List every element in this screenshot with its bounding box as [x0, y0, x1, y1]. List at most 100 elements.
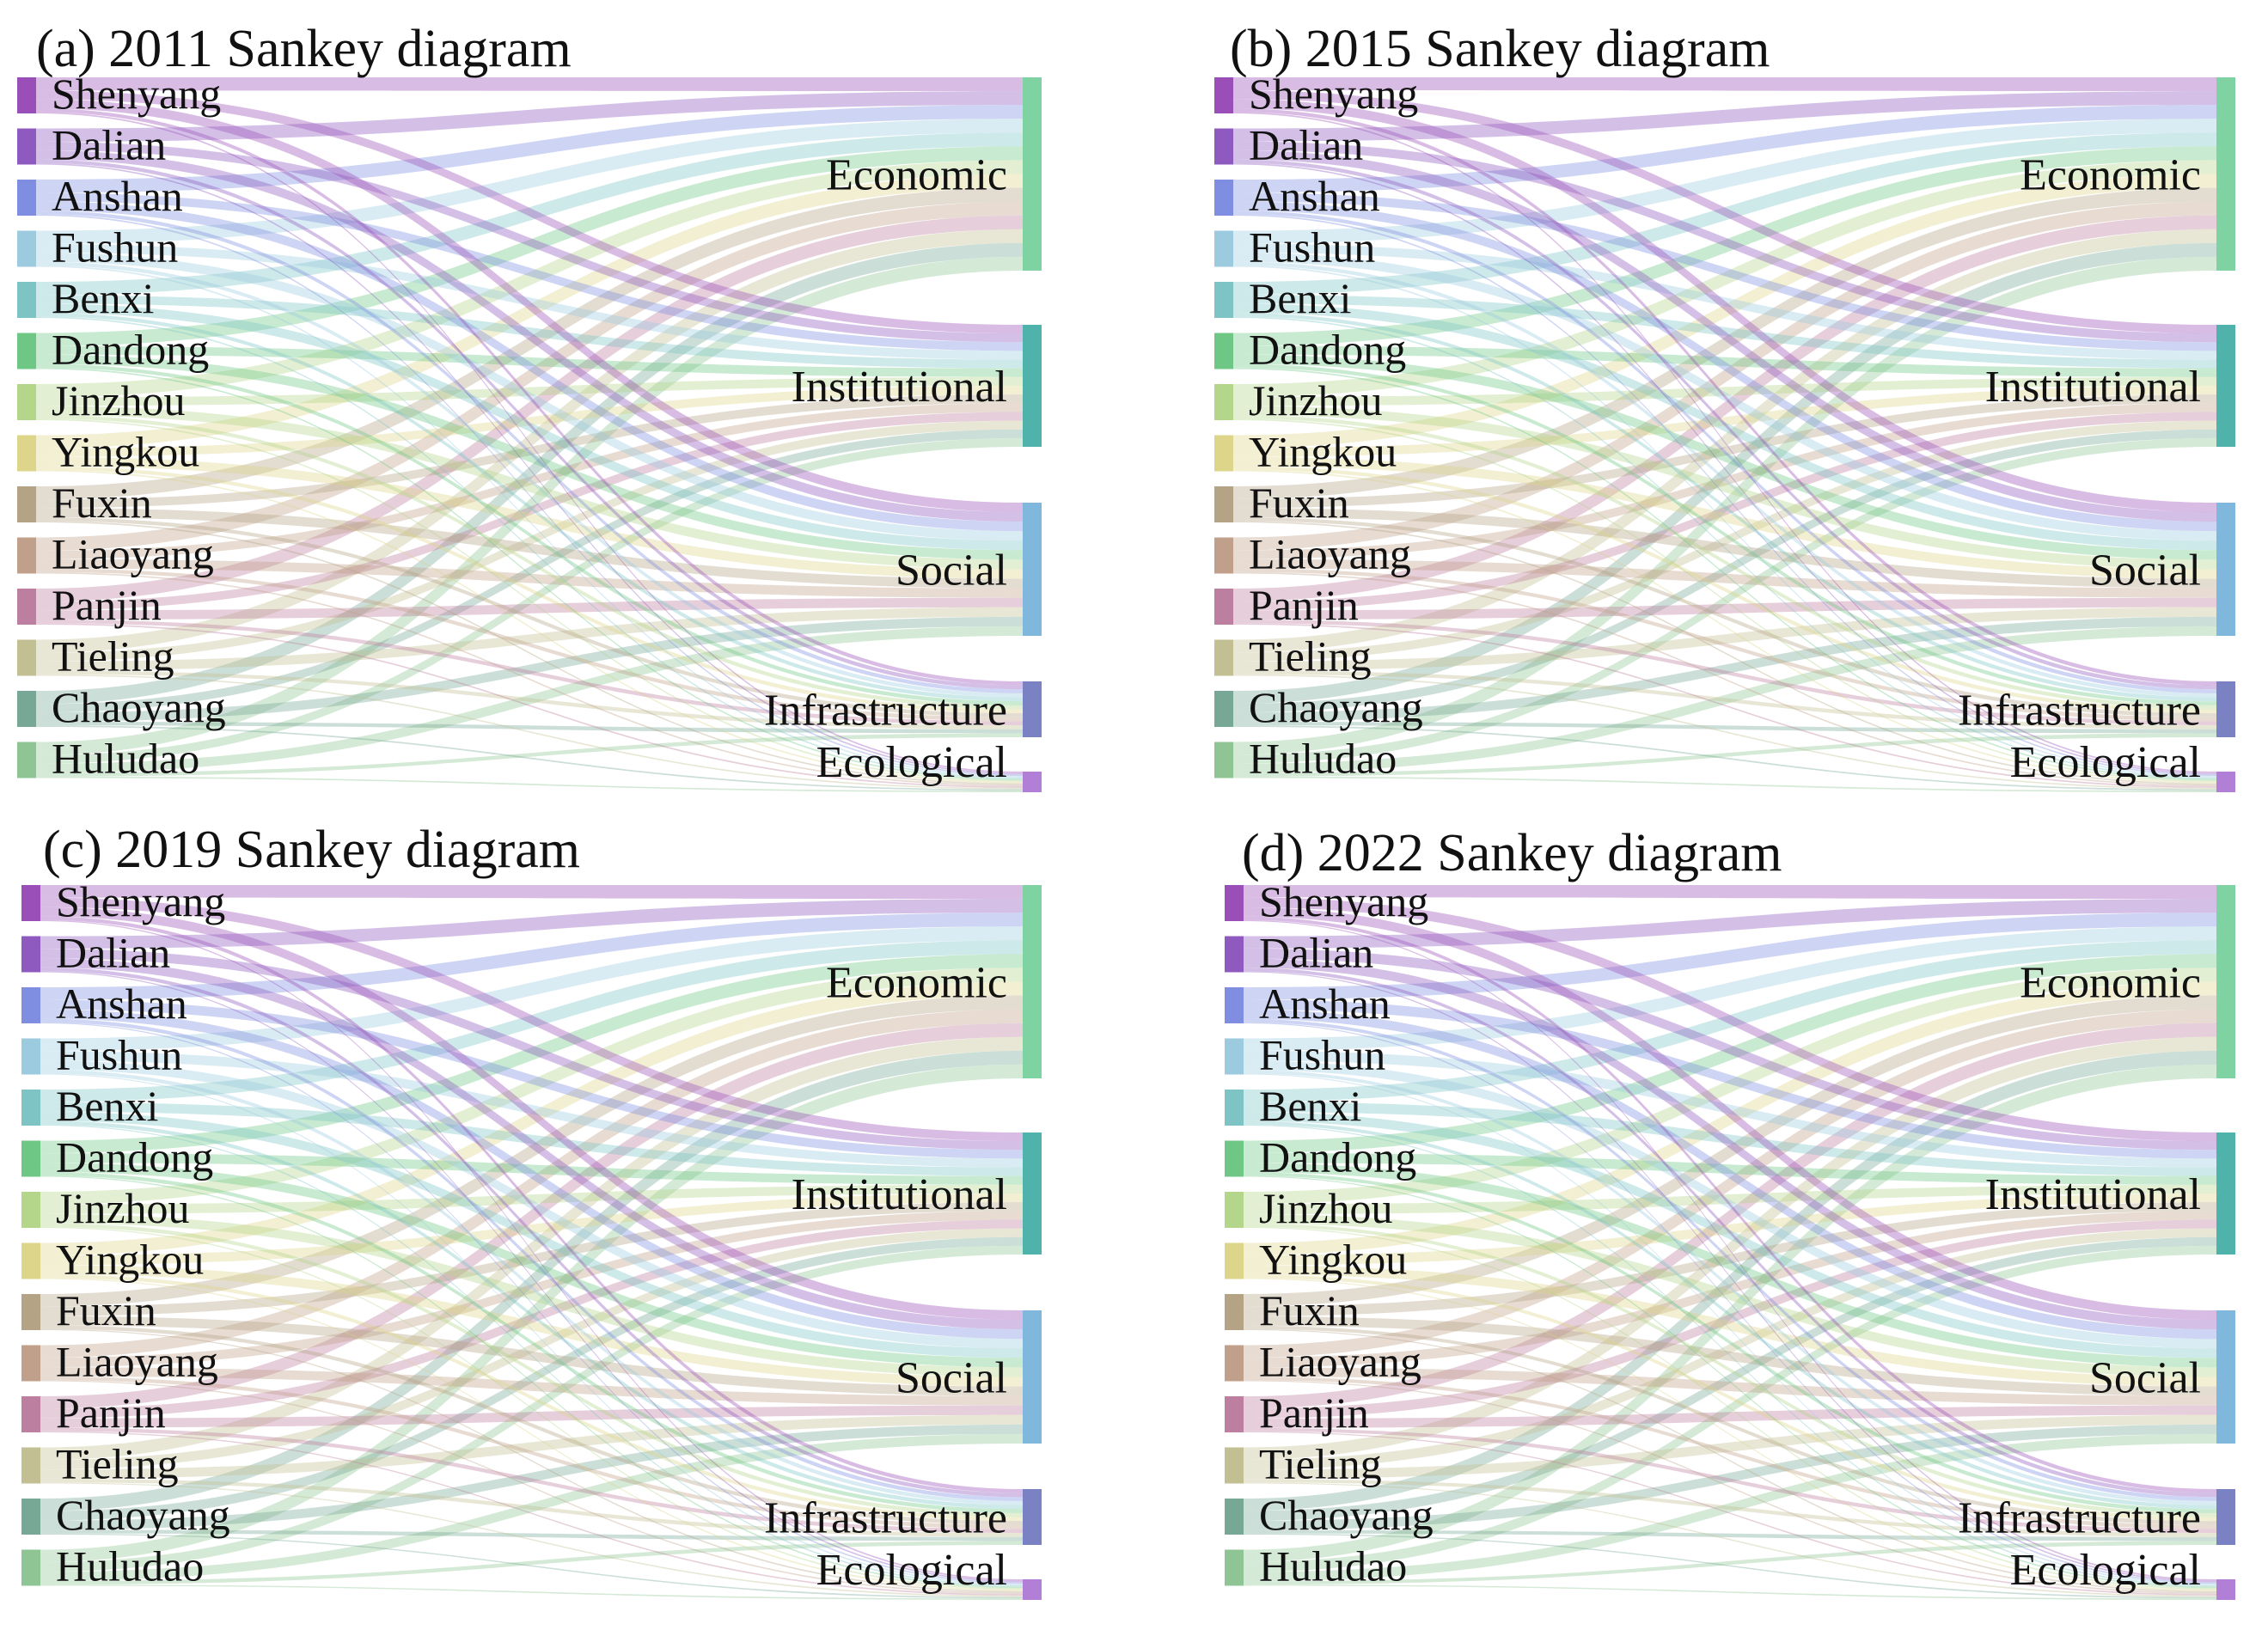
source-label-benxi: Benxi — [52, 274, 154, 322]
flow-tieling-to-social — [40, 1414, 1023, 1479]
flow-chaoyang-to-infrastructure — [1233, 722, 2216, 734]
flow-dalian-to-infrastructure — [1244, 968, 2216, 1498]
flow-dalian-to-social — [40, 958, 1023, 1330]
flow-fushun-to-infrastructure — [1244, 1070, 2216, 1505]
flow-panjin-to-ecological — [1244, 1431, 2216, 1596]
flow-liaoyang-to-social — [1233, 559, 2216, 598]
flow-panjin-to-economic — [36, 215, 1023, 602]
flow-liaoyang-to-infrastructure — [1244, 1377, 2216, 1529]
flow-liaoyang-to-infrastructure — [1233, 568, 2216, 722]
source-node-dalian — [1214, 128, 1233, 165]
flow-panjin-to-social — [1233, 597, 2216, 620]
flow-jinzhou-to-social — [1233, 406, 2216, 570]
source-label-jinzhou: Jinzhou — [1259, 1184, 1393, 1232]
flow-dandong-to-economic — [1244, 954, 2216, 1153]
flow-jinzhou-to-institutional — [1233, 376, 2216, 406]
flow-fushun-to-ecological — [40, 1073, 1023, 1585]
target-node-infrastructure — [2216, 1489, 2235, 1545]
flow-panjin-to-social — [1244, 1405, 2216, 1428]
source-label-dandong: Dandong — [1249, 326, 1406, 374]
flow-anshan-to-infrastructure — [40, 1018, 1023, 1501]
flow-shenyang-to-infrastructure — [1244, 916, 2216, 1493]
source-node-panjin — [1225, 1396, 1244, 1432]
flow-tieling-to-institutional — [1233, 420, 2216, 662]
flow-dandong-to-institutional — [1233, 345, 2216, 377]
flow-benxi-to-infrastructure — [1244, 1120, 2216, 1510]
flow-liaoyang-to-infrastructure — [36, 568, 1023, 722]
flow-fushun-to-social — [40, 1060, 1023, 1349]
target-node-ecological — [1023, 772, 1042, 792]
flow-chaoyang-to-economic — [1244, 1050, 2216, 1511]
flow-chaoyang-to-infrastructure — [1244, 1529, 2216, 1541]
flow-anshan-to-economic — [1233, 105, 2216, 192]
flow-benxi-to-institutional — [1244, 1102, 2216, 1176]
source-label-liaoyang: Liaoyang — [52, 530, 214, 578]
flow-yingkou-to-social — [1244, 1265, 2216, 1387]
target-label-infrastructure: Infrastructure — [764, 1494, 1007, 1543]
flow-panjin-to-social — [40, 1405, 1023, 1428]
flow-dalian-to-infrastructure — [40, 967, 1023, 1498]
flow-dandong-to-infrastructure — [40, 1171, 1023, 1513]
source-label-anshan: Anshan — [56, 980, 187, 1028]
flow-tieling-to-ecological — [1244, 1482, 2216, 1597]
flow-dalian-to-institutional — [1233, 141, 2216, 343]
flow-tieling-to-institutional — [40, 1228, 1023, 1470]
panel-title: (d) 2022 Sankey diagram — [1242, 824, 1782, 882]
source-node-huludao — [17, 742, 36, 778]
source-node-dandong — [21, 1140, 40, 1177]
flow-anshan-to-economic — [1244, 913, 2216, 1000]
target-label-infrastructure: Infrastructure — [1958, 687, 2201, 736]
flow-benxi-to-economic — [36, 132, 1023, 296]
flow-jinzhou-to-economic — [40, 968, 1023, 1205]
source-node-shenyang — [1225, 885, 1244, 921]
flow-dandong-to-institutional — [40, 1153, 1023, 1185]
source-node-jinzhou — [1225, 1192, 1244, 1228]
flow-anshan-to-ecological — [36, 214, 1023, 777]
flow-tieling-to-institutional — [1244, 1228, 2216, 1470]
target-label-institutional: Institutional — [792, 1170, 1007, 1219]
source-node-shenyang — [1214, 77, 1233, 113]
flow-benxi-to-social — [1233, 303, 2216, 551]
target-node-infrastructure — [1023, 1489, 1042, 1545]
flow-jinzhou-to-infrastructure — [36, 415, 1023, 710]
source-node-fushun — [1214, 230, 1233, 267]
source-node-fushun — [17, 230, 36, 267]
flow-yingkou-to-infrastructure — [40, 1273, 1023, 1522]
flow-dalian-to-economic — [36, 91, 1023, 142]
source-node-panjin — [21, 1396, 40, 1432]
flow-tieling-to-ecological — [1233, 674, 2216, 790]
flow-shenyang-to-social — [1233, 99, 2216, 513]
source-label-chaoyang: Chaoyang — [56, 1491, 230, 1539]
flow-shenyang-to-economic — [1233, 77, 2216, 92]
flow-fuxin-to-economic — [36, 187, 1023, 500]
flow-huludao-to-institutional — [40, 1245, 1023, 1572]
flow-fushun-to-institutional — [36, 243, 1023, 360]
flow-anshan-to-ecological — [1244, 1022, 2216, 1584]
flow-anshan-to-economic — [36, 105, 1023, 193]
flow-liaoyang-to-infrastructure — [40, 1376, 1023, 1529]
flow-jinzhou-to-ecological — [1233, 418, 2216, 782]
flow-shenyang-to-economic — [36, 77, 1023, 92]
flow-fushun-to-economic — [1233, 119, 2216, 244]
flow-huludao-to-institutional — [36, 437, 1023, 764]
flow-benxi-to-ecological — [1233, 316, 2216, 779]
flow-panjin-to-institutional — [1244, 1219, 2216, 1419]
source-label-dalian: Dalian — [52, 121, 166, 169]
target-label-economic: Economic — [826, 151, 1007, 200]
sankey-panel-2019: Shenyang Dalian Anshan Fushun Benxi Dandong Ji… — [21, 816, 1074, 1607]
flow-dalian-to-ecological — [40, 971, 1023, 1583]
target-node-institutional — [1023, 325, 1042, 447]
flow-huludao-to-ecological — [40, 1584, 1023, 1600]
flow-tieling-to-infrastructure — [36, 670, 1023, 730]
target-label-institutional: Institutional — [1985, 363, 2201, 412]
flow-dalian-to-infrastructure — [1233, 159, 2216, 690]
flow-dalian-to-ecological — [1244, 971, 2216, 1583]
flow-huludao-to-social — [40, 1433, 1023, 1581]
flow-fuxin-to-infrastructure — [1244, 1325, 2216, 1525]
source-node-dalian — [21, 936, 40, 973]
source-node-benxi — [17, 282, 36, 318]
flow-fushun-to-institutional — [1233, 243, 2216, 360]
flow-liaoyang-to-institutional — [40, 1211, 1023, 1368]
source-label-shenyang: Shenyang — [56, 877, 225, 925]
flow-liaoyang-to-ecological — [36, 571, 1023, 787]
